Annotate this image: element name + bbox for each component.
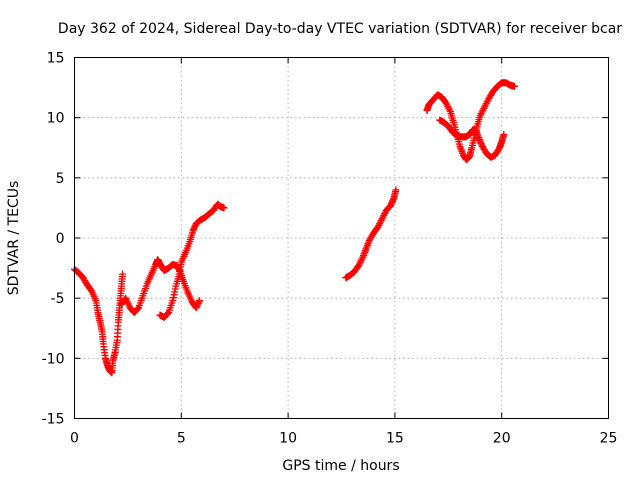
data-series-segment <box>71 265 127 377</box>
data-point <box>392 186 400 194</box>
x-axis-label: GPS time / hours <box>282 458 399 474</box>
grid <box>74 57 609 419</box>
data-point <box>119 270 127 278</box>
y-tick-label: 5 <box>56 171 65 187</box>
data-series-segment <box>423 79 519 164</box>
x-tick-label: 25 <box>600 431 618 447</box>
y-tick-label: 10 <box>47 111 65 127</box>
data-point <box>511 82 519 90</box>
data-series-segment <box>117 256 203 317</box>
y-tick-label: -5 <box>51 291 65 307</box>
x-tick-label: 0 <box>70 431 79 447</box>
x-tick-label: 5 <box>177 431 186 447</box>
y-tick-label: 0 <box>56 231 65 247</box>
axis-ticks: 0 5 10 15 20 25 -15 -10 -5 0 5 10 15 <box>42 51 618 447</box>
data-points <box>71 79 519 377</box>
data-point <box>220 204 228 212</box>
data-point <box>500 131 508 139</box>
y-tick-label: -15 <box>42 412 65 428</box>
x-tick-label: 20 <box>493 431 511 447</box>
x-tick-label: 15 <box>386 431 404 447</box>
y-tick-label: 15 <box>47 51 65 67</box>
data-point <box>195 297 203 305</box>
chart-title: Day 362 of 2024, Sidereal Day-to-day VTE… <box>58 21 622 37</box>
data-series-segment <box>156 200 228 321</box>
data-series-segment <box>436 116 508 161</box>
y-axis-label: SDTVAR / TECUs <box>6 181 22 296</box>
y-tick-label: -10 <box>42 351 65 367</box>
data-series-segment <box>342 186 400 282</box>
x-tick-label: 10 <box>279 431 297 447</box>
